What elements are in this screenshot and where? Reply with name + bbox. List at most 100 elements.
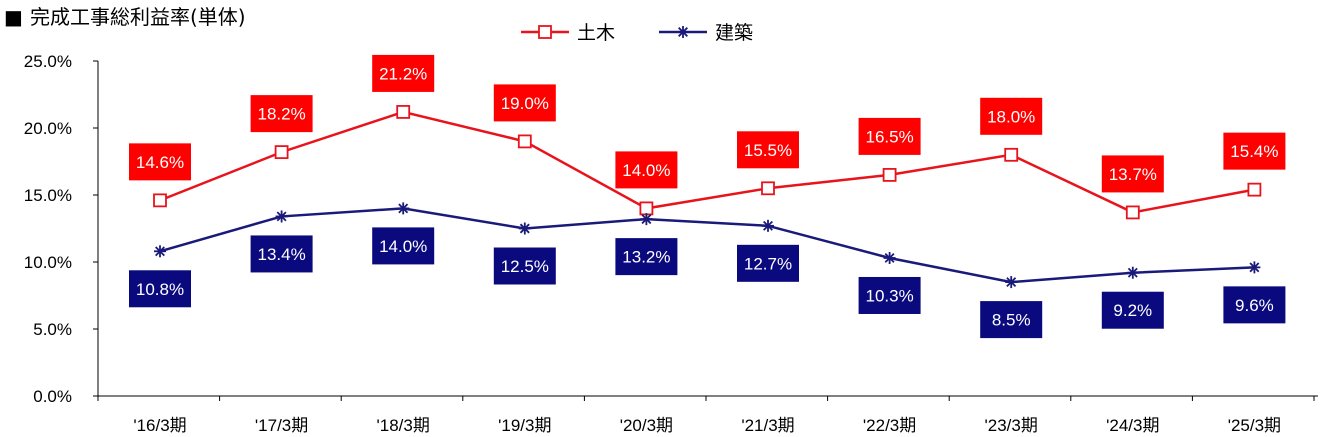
marker-stroke [398,203,409,214]
data-label-box [615,238,678,276]
data-label: 18.0% [987,107,1035,126]
marker-stroke [678,27,688,37]
y-tick-label: 25.0% [24,52,72,71]
y-tick-label: 20.0% [24,119,72,138]
data-label-box [615,151,678,189]
chart-title: 完成工事総利益率(単体) [30,5,246,29]
data-label: 15.4% [1230,142,1278,161]
data-point [639,201,654,216]
title-marker: ■ [4,5,23,29]
data-label: 10.8% [136,280,184,299]
data-label: 14.6% [136,153,184,172]
data-label-box [980,97,1043,135]
marker-stroke [1006,277,1017,288]
data-label-box [129,270,191,308]
x-tick-label: '22/3期 [863,416,916,435]
data-label-box [129,143,191,181]
data-label-box [250,95,313,133]
x-tick-label: '16/3期 [133,416,186,435]
data-point [1004,147,1019,162]
series-layer [153,105,1262,289]
data-point [882,167,897,182]
data-label-box [980,301,1043,339]
data-point [640,213,653,226]
data-point [396,105,411,119]
data-label: 10.3% [865,286,913,305]
data-label: 13.2% [622,248,670,267]
data-point [762,219,774,232]
x-tick-label: '19/3期 [498,416,551,435]
data-label-box [858,276,921,314]
data-label: 13.7% [1109,165,1157,184]
marker-stroke [884,253,895,263]
data-point [274,145,289,160]
data-label: 19.0% [501,94,549,113]
data-point [153,193,167,208]
data-label: 18.2% [257,105,305,124]
data-label-box [737,131,799,169]
data-label-box [1223,286,1286,324]
data-label-box [737,244,799,282]
data-label: 15.5% [744,141,792,160]
data-label: 21.2% [379,64,427,83]
data-label: 16.5% [865,127,913,146]
data-label-box [372,54,435,92]
legend: 土木 建築 [521,22,753,44]
data-label-box [493,247,556,285]
data-label: 12.5% [501,257,549,276]
data-label: 9.6% [1235,296,1274,315]
data-point [517,134,532,149]
data-point [1247,182,1262,197]
data-label-box [1101,291,1164,329]
y-tick-label: 0.0% [33,387,72,406]
marker-stroke [155,246,165,257]
legend-label: 建築 [715,22,753,44]
data-label-box [1223,132,1286,170]
data-point [1248,261,1261,274]
marker-stroke [1127,267,1138,278]
legend-label: 土木 [577,22,615,44]
data-point [883,251,896,264]
series-line-1 [159,207,1255,284]
data-label-box [1101,155,1164,193]
data-point [1125,205,1140,220]
marker-stroke [641,214,652,225]
x-tick-label: '24/3期 [1106,416,1159,435]
marker-stroke [763,220,773,231]
data-labels: 14.6% 18.2% 21.2% 19.0% 14.0% 15.5% 16.5% 18.0%… [129,54,1286,339]
marker-stroke [519,223,530,234]
data-label: 14.0% [622,161,670,180]
legend-marker [677,26,689,38]
x-tick-label: '25/3期 [1228,416,1281,435]
x-tick-label: '17/3期 [255,416,308,435]
data-label-box [372,227,435,265]
x-tick-label: '20/3期 [620,416,673,435]
x-tick-label: '18/3期 [377,416,430,435]
x-tick-label: '21/3期 [741,416,794,435]
data-point [761,181,775,196]
data-point [397,202,410,215]
data-label: 8.5% [992,311,1031,330]
series-line-0 [159,110,1255,214]
data-label-box [858,117,921,155]
x-tick-label: '23/3期 [985,416,1038,435]
data-label: 12.7% [744,254,792,273]
axes: 0.0% 5.0% 10.0% 15.0% 20.0% 25.0% '16/3期 '17/3期… [24,52,1318,435]
marker-stroke [1249,262,1260,273]
y-tick-label: 5.0% [33,320,72,339]
data-label-box [250,235,313,273]
data-point [154,245,166,258]
marker-stroke [276,211,287,222]
legend-marker [538,25,552,39]
y-tick-label: 15.0% [24,186,72,205]
data-point [518,222,531,235]
data-label: 9.2% [1113,301,1152,320]
data-point [275,210,288,223]
data-point [1005,276,1018,289]
y-tick-label: 10.0% [24,253,72,272]
data-point [1126,266,1139,279]
data-label-box [493,84,556,122]
data-label: 14.0% [379,237,427,256]
